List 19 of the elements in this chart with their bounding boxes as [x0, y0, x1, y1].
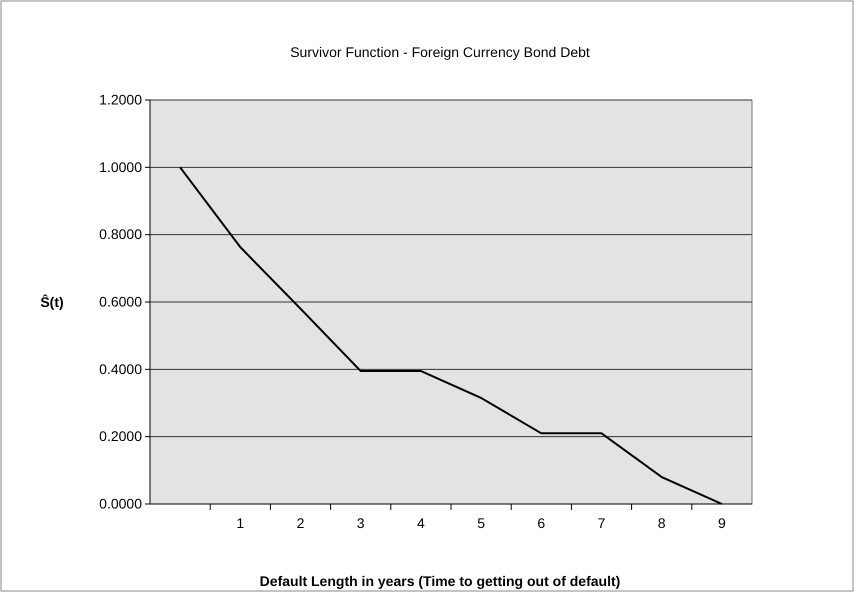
y-tick-label: 1.0000 [99, 158, 142, 175]
x-tick-label: 5 [477, 514, 486, 531]
y-tick-label: 0.6000 [99, 293, 142, 310]
y-tick-label: 0.4000 [99, 360, 142, 377]
x-tick-label: 1 [236, 514, 244, 531]
x-tick-label: 9 [718, 514, 726, 531]
y-axis-title: Ŝ(t) [40, 294, 64, 310]
y-tick-label: 0.8000 [99, 226, 142, 242]
y-tick-label: 1.2000 [99, 91, 142, 108]
x-tick-label: 4 [417, 514, 425, 531]
y-tick-label: 0.0000 [99, 495, 142, 512]
x-axis-title: Default Length in years (Time to getting out of default) [260, 573, 620, 589]
x-tick-label: 2 [296, 514, 305, 531]
y-tick-label: 0.2000 [99, 428, 142, 444]
x-tick-label: 6 [537, 514, 546, 531]
x-tick-label: 7 [598, 514, 606, 531]
x-tick-label: 3 [356, 514, 365, 531]
chart-title: Survivor Function - Foreign Currency Bond Debt [290, 44, 590, 60]
x-tick-label: 8 [658, 514, 666, 531]
